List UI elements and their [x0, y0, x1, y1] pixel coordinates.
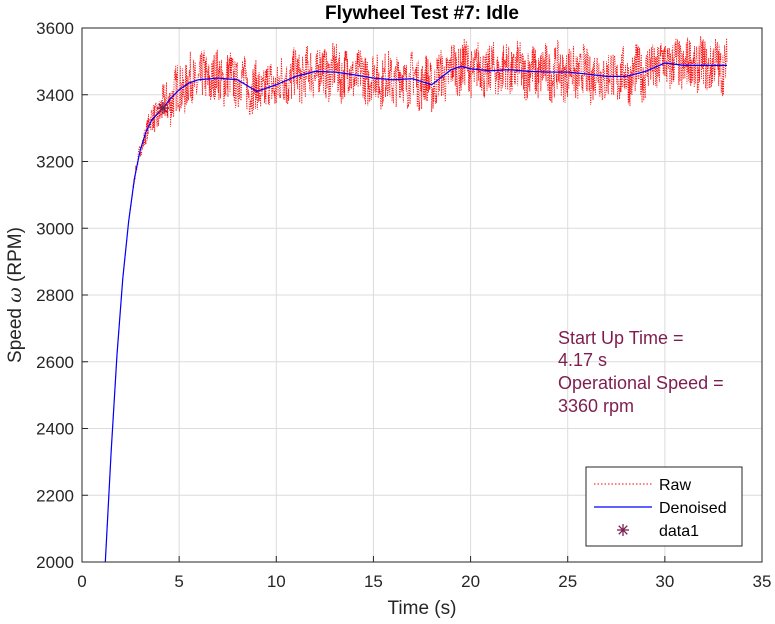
annotation-line-4: 3360 rpm [558, 396, 634, 416]
y-tick-label: 3200 [36, 153, 74, 172]
x-axis-label: Time (s) [388, 598, 457, 619]
y-tick-label: 3400 [36, 86, 74, 105]
x-tick-labels: 0 5 10 15 20 25 30 35 [77, 572, 771, 591]
legend-denoised-label: Denoised [659, 500, 727, 517]
y-tick-label: 3000 [36, 219, 74, 238]
y-tick-label: 3600 [36, 19, 74, 38]
x-tick-label: 0 [77, 572, 86, 591]
tick-marks [81, 27, 763, 563]
y-tick-label: 2200 [36, 486, 74, 505]
annotation-line-3: Operational Speed = [558, 373, 724, 393]
legend-data1-marker [617, 524, 629, 536]
x-tick-label: 20 [461, 572, 480, 591]
annotation-line-2: 4.17 s [558, 350, 607, 370]
series-denoised-line [104, 62, 728, 562]
y-axis-label: Speed ω (RPM) [4, 227, 26, 363]
data1-point [157, 102, 170, 115]
annotation: Start Up Time = 4.17 s Operational Speed… [558, 328, 724, 416]
legend-raw-label: Raw [659, 477, 691, 494]
legend: Raw Denoised data1 [585, 466, 743, 547]
x-tick-label: 5 [174, 572, 183, 591]
marker-layer [157, 102, 170, 115]
y-tick-label: 2400 [36, 420, 74, 439]
x-tick-label: 35 [753, 572, 772, 591]
x-tick-label: 30 [655, 572, 674, 591]
y-tick-label: 2800 [36, 286, 74, 305]
chart-title: Flywheel Test #7: Idle [325, 3, 519, 24]
x-tick-label: 25 [558, 572, 577, 591]
x-tick-label: 10 [267, 572, 286, 591]
y-axis-label-prefix: Speed [5, 303, 26, 363]
y-tick-label: 2600 [36, 353, 74, 372]
legend-data1-label: data1 [659, 523, 699, 540]
series-raw-line [104, 36, 728, 562]
y-tick-labels: 2000 2200 2400 2600 2800 3000 3200 3400 3600 [36, 19, 74, 572]
annotation-line-1: Start Up Time = [558, 328, 684, 348]
y-axis-label-suffix: (RPM) [5, 227, 26, 287]
x-tick-label: 15 [364, 572, 383, 591]
y-axis-label-symbol: ω [4, 287, 26, 303]
y-tick-label: 2000 [36, 553, 74, 572]
series-layer [104, 36, 728, 562]
